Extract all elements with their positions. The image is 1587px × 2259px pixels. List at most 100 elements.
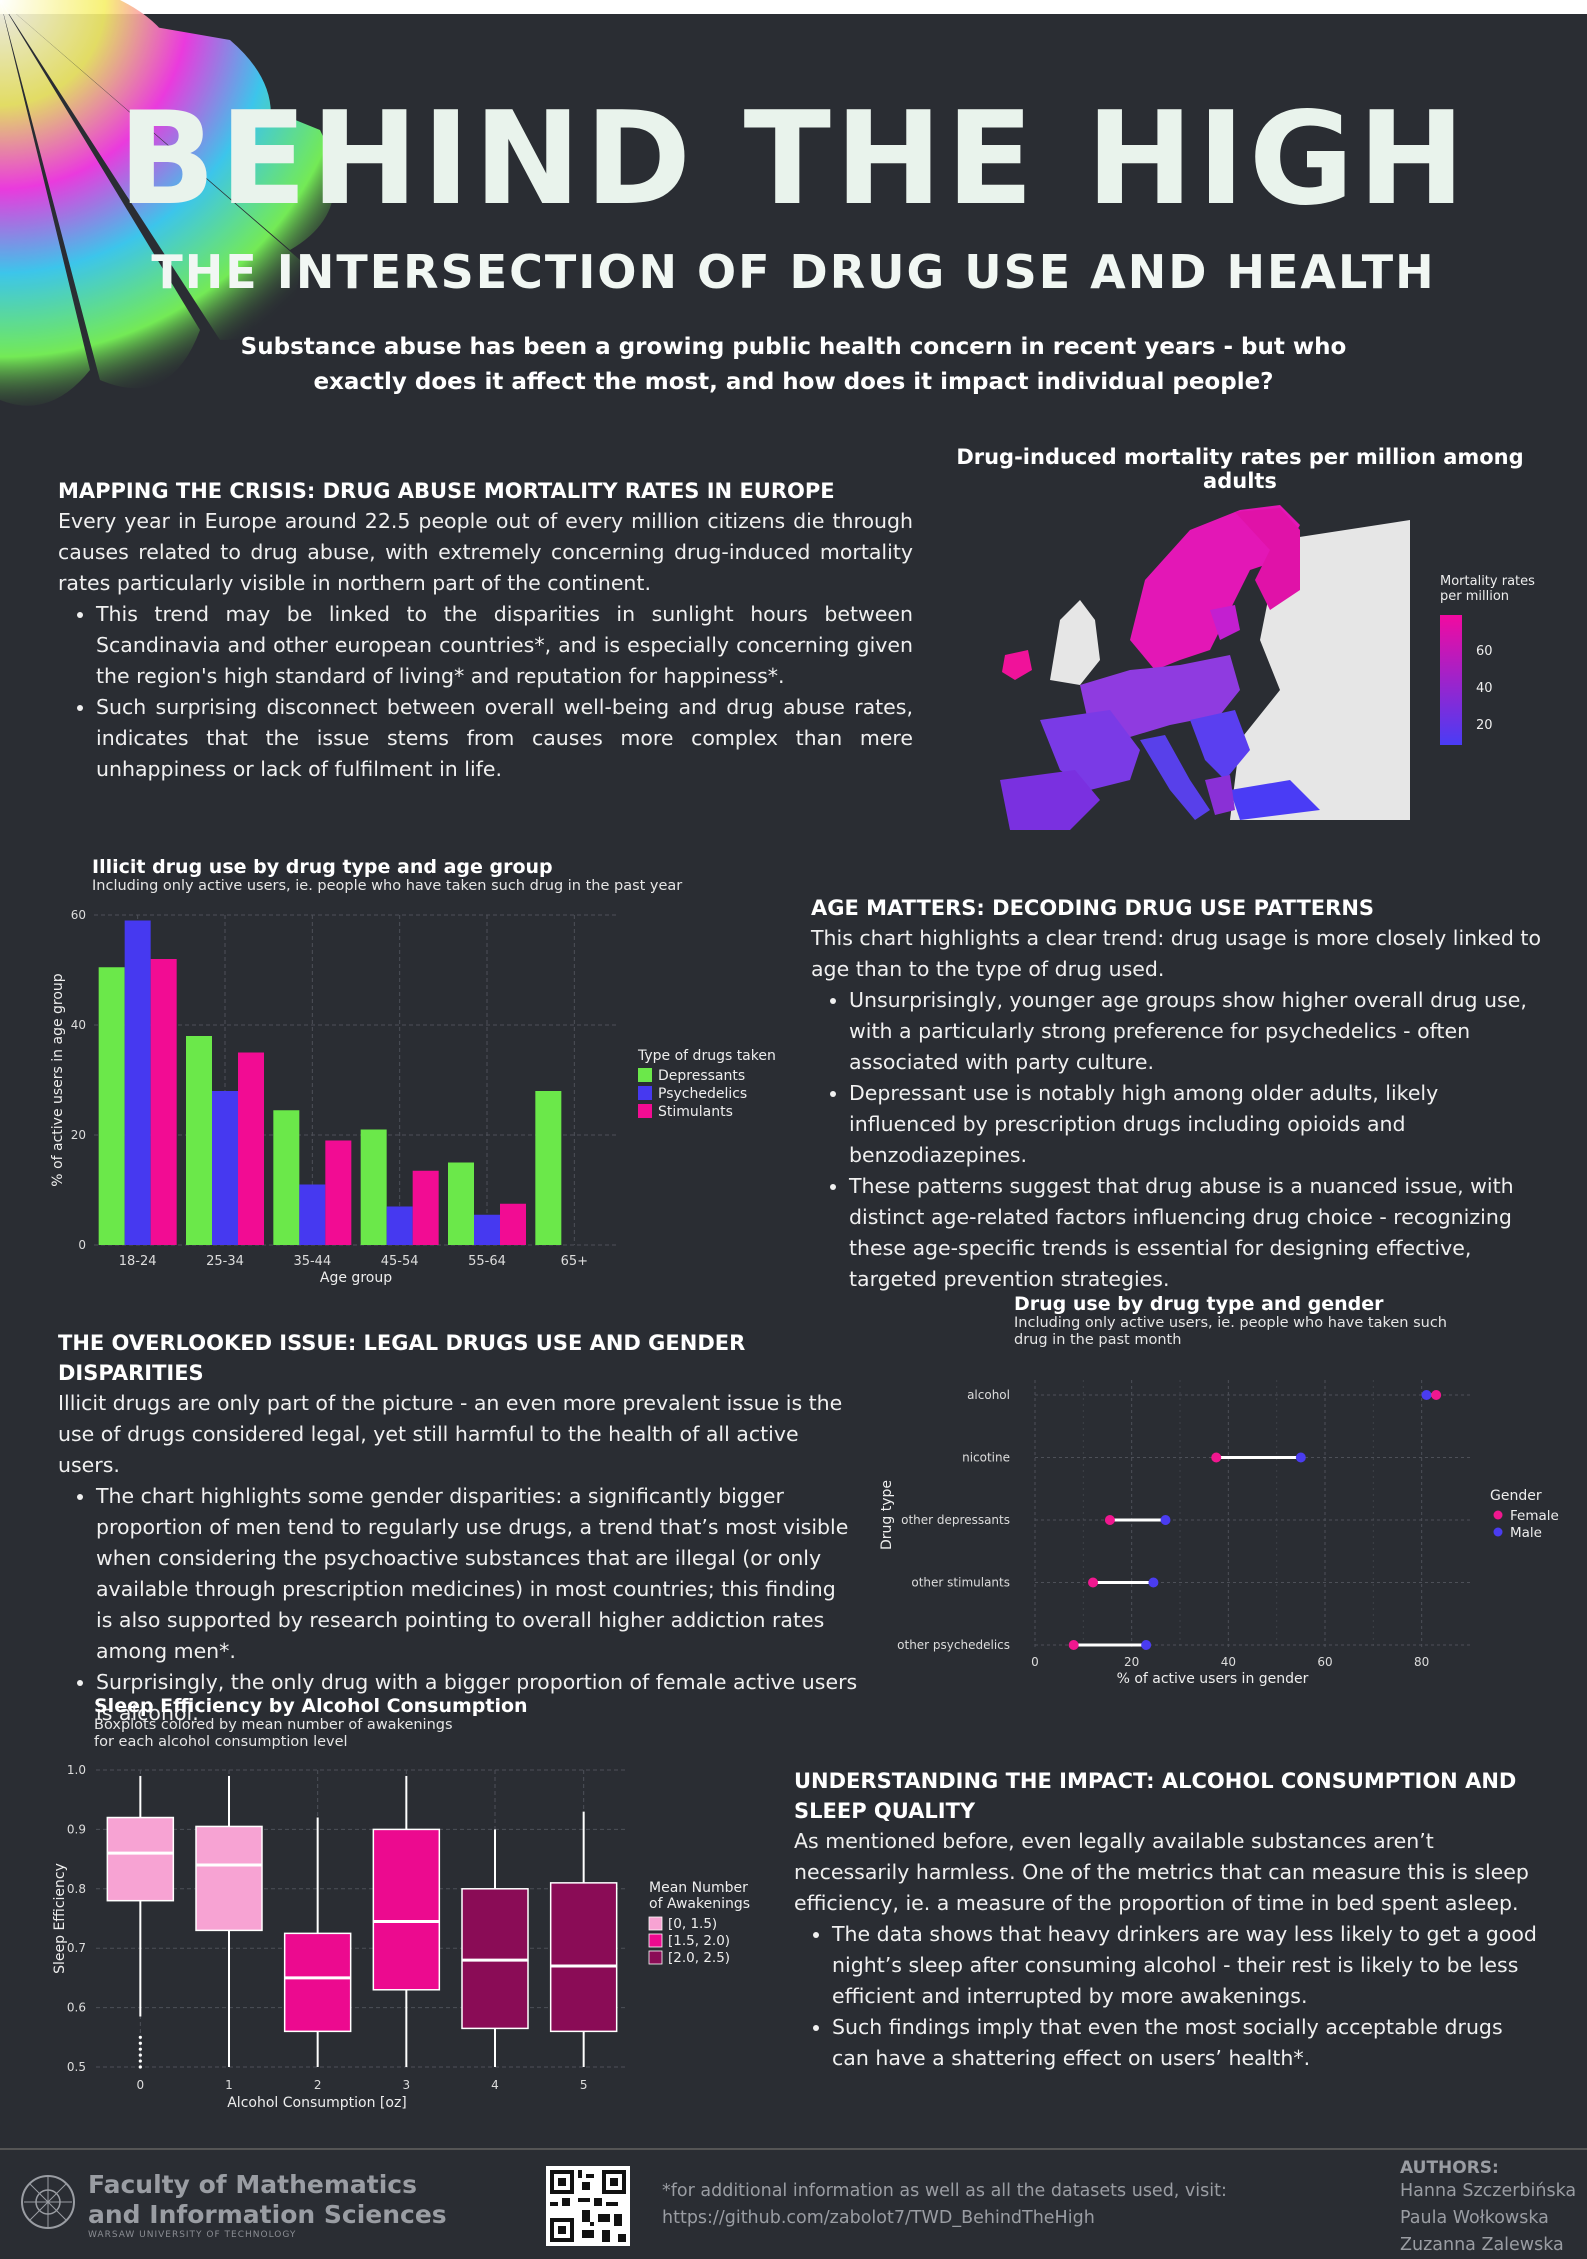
y-tick-label: nicotine (962, 1451, 1010, 1465)
box (549, 1882, 618, 2033)
y-tick-label: 0.9 (67, 1822, 86, 1836)
map-region-greece (1205, 775, 1235, 815)
section-legal: THE OVERLOOKED ISSUE: LEGAL DRUGS USE AN… (58, 1328, 858, 1729)
map-legend-title-1: Mortality rates (1440, 574, 1535, 589)
x-tick-label: 65+ (561, 1254, 588, 1269)
qr-code-icon[interactable] (546, 2166, 630, 2246)
bar-psychedelics (474, 1214, 500, 1245)
y-tick-label: 20 (71, 1128, 86, 1142)
x-tick-label: 0 (137, 2078, 145, 2092)
y-tick-label: other psychedelics (897, 1638, 1010, 1652)
y-tick-label: 1.0 (67, 1763, 86, 1777)
bullet-item: Unsurprisingly, younger age groups show … (849, 985, 1546, 1078)
poster-subtitle: THE INTERSECTION OF DRUG USE AND HEALTH (151, 245, 1436, 299)
y-tick-label: 0.6 (67, 2001, 86, 2015)
x-axis-label: Age group (320, 1270, 392, 1286)
bullet-list: This trend may be linked to the disparit… (58, 599, 913, 785)
bullet-item: Such findings imply that even the most s… (832, 2012, 1539, 2074)
authors-heading: AUTHORS: (1400, 2158, 1499, 2178)
point-male (1160, 1515, 1171, 1525)
gender-chart-subtitle-2: drug in the past month (1014, 1332, 1182, 1348)
x-tick-label: 35-44 (293, 1254, 331, 1269)
bullet-item: The data shows that heavy drinkers are w… (832, 1919, 1539, 2012)
x-tick-label: 45-54 (381, 1254, 419, 1269)
x-tick-label: 4 (491, 2078, 499, 2092)
top-border (0, 0, 1587, 14)
legend-title: Type of drugs taken (637, 1048, 776, 1064)
bar-chart-subtitle: Including only active users, ie. people … (92, 878, 683, 894)
outlier-point (138, 2047, 142, 2051)
map-region-turkey (1230, 780, 1320, 820)
sleep-chart-subtitle-2: for each alcohol consumption level (94, 1734, 348, 1750)
footer-note-line1: *for additional information as well as a… (662, 2181, 1227, 2201)
sleep-chart-subtitle-1: Boxplots colored by mean number of awake… (94, 1717, 453, 1733)
bar-depressants (448, 1162, 474, 1245)
map-legend-title-2: per million (1440, 589, 1509, 604)
x-tick-label: 18-24 (119, 1254, 157, 1269)
bar-depressants (98, 967, 125, 1245)
intro-text: Substance abuse has been a growing publi… (240, 334, 1347, 395)
section-heading: MAPPING THE CRISIS: DRUG ABUSE MORTALITY… (58, 479, 835, 503)
university-name: WARSAW UNIVERSITY OF TECHNOLOGY (88, 2230, 297, 2240)
outlier-point (138, 2035, 142, 2039)
bullet-item: Such surprising disconnect between overa… (96, 692, 913, 785)
point-female (1211, 1452, 1222, 1463)
map-region-france (1040, 710, 1140, 790)
europe-map: Mortality rates per million 60 40 20 (1000, 505, 1535, 830)
gender-chart-title-block: Drug use by drug type and gender Includi… (1014, 1293, 1447, 1349)
footer-note: *for additional information as well as a… (662, 2178, 1227, 2232)
section-paragraph: Illicit drugs are only part of the pictu… (58, 1391, 843, 1477)
point-male (1141, 1640, 1152, 1650)
bullet-list: Unsurprisingly, younger age groups show … (811, 985, 1546, 1295)
x-tick-label: 40 (1221, 1655, 1236, 1669)
box (372, 1828, 441, 1991)
legend-marker-male (1493, 1527, 1503, 1537)
x-tick-label: 25-34 (206, 1254, 244, 1269)
section-heading: UNDERSTANDING THE IMPACT: ALCOHOL CONSUM… (794, 1769, 1517, 1823)
outlier-point (138, 2053, 142, 2057)
bullet-item: Depressant use is notably high among old… (849, 1078, 1546, 1171)
point-female (1088, 1577, 1098, 1588)
map-region-scandinavia (1130, 505, 1300, 670)
box (106, 1816, 175, 1902)
map-region-uk (1050, 600, 1100, 685)
x-tick-label: 1 (225, 2078, 233, 2092)
bar-psychedelics (212, 1091, 238, 1245)
sleep-chart-title-block: Sleep Efficiency by Alcohol Consumption … (94, 1695, 528, 1751)
sleep-chart: 0.5 0.6 0.7 0.8 0.9 1.0 0 1 2 3 4 5 Alcohol Consumpt… (52, 1763, 750, 2111)
bar-depressants (186, 1036, 212, 1245)
legend-label: Male (1510, 1525, 1542, 1541)
section-heading: THE OVERLOOKED ISSUE: LEGAL DRUGS USE AN… (58, 1331, 746, 1385)
box (195, 1825, 263, 1932)
x-tick-label: 20 (1124, 1655, 1139, 1669)
bar-chart-title-block: Illicit drug use by drug type and age gr… (92, 856, 682, 895)
legend-swatch-stimulants (638, 1104, 652, 1118)
y-tick-label: 0.7 (67, 1941, 86, 1955)
y-tick-label: 0.5 (67, 2060, 86, 2074)
author-name: Paula Wołkowska (1400, 2208, 1549, 2228)
section-paragraph: Every year in Europe around 22.5 people … (58, 509, 913, 595)
legend-label: [0, 1.5) (668, 1916, 717, 1932)
x-axis-label: Alcohol Consumption [oz] (227, 2095, 407, 2111)
bar-stimulants (500, 1203, 526, 1245)
bullet-item: The chart highlights some gender dispari… (96, 1481, 858, 1667)
legend-swatch-psychedelics (638, 1086, 652, 1100)
map-region-finland (1235, 508, 1300, 610)
section-heading: AGE MATTERS: DECODING DRUG USE PATTERNS (811, 896, 1375, 920)
bar-psychedelics (124, 920, 151, 1245)
author-name: Zuzanna Zalewska (1400, 2235, 1564, 2255)
faculty-name-1: Faculty of Mathematics (88, 2170, 417, 2199)
point-female (1431, 1390, 1442, 1400)
legend-swatch-depressants (638, 1068, 652, 1082)
map-region-iberia (1000, 770, 1100, 830)
github-link[interactable]: https://github.com/zabolot7/TWD_BehindTh… (662, 2208, 1095, 2228)
footer: Faculty of Mathematics and Information S… (0, 2148, 1587, 2255)
point-male (1295, 1452, 1306, 1463)
legend-label: Depressants (658, 1068, 745, 1084)
legend-swatch (648, 1933, 663, 1948)
legend-swatch (648, 1950, 663, 1965)
gender-chart-subtitle-1: Including only active users, ie. people … (1014, 1315, 1447, 1331)
authors-block: AUTHORS: Hanna Szczerbińska Paula Wołkow… (1400, 2158, 1576, 2259)
x-tick-label: 55-64 (468, 1254, 506, 1269)
bullet-list: The chart highlights some gender dispari… (58, 1481, 858, 1729)
